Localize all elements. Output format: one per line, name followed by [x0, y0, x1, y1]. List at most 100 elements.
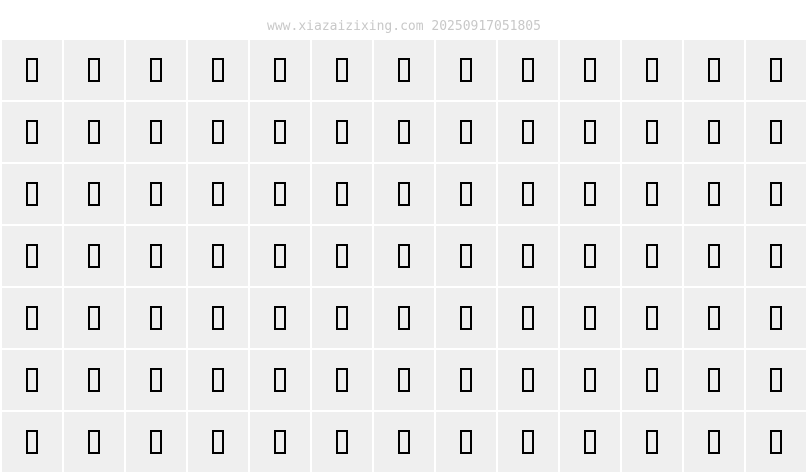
glyph-cell: [684, 288, 744, 348]
glyph-cell: [126, 40, 186, 100]
glyph-cell: [436, 412, 496, 472]
glyph-cell: [746, 226, 806, 286]
missing-glyph-box-icon: [398, 306, 410, 330]
glyph-cell: [188, 40, 248, 100]
missing-glyph-box-icon: [460, 368, 472, 392]
glyph-cell: [374, 412, 434, 472]
missing-glyph-box-icon: [398, 244, 410, 268]
missing-glyph-box-icon: [150, 182, 162, 206]
missing-glyph-box-icon: [150, 306, 162, 330]
glyph-cell: [250, 40, 310, 100]
glyph-cell: [746, 102, 806, 162]
glyph-cell: [684, 164, 744, 224]
missing-glyph-box-icon: [336, 430, 348, 454]
missing-glyph-box-icon: [770, 306, 782, 330]
glyph-cell: [312, 226, 372, 286]
missing-glyph-box-icon: [584, 306, 596, 330]
missing-glyph-box-icon: [522, 306, 534, 330]
missing-glyph-box-icon: [212, 368, 224, 392]
missing-glyph-box-icon: [398, 58, 410, 82]
missing-glyph-box-icon: [584, 120, 596, 144]
glyph-cell: [2, 164, 62, 224]
glyph-cell: [64, 412, 124, 472]
missing-glyph-box-icon: [26, 306, 38, 330]
glyph-cell: [64, 102, 124, 162]
glyph-cell: [64, 288, 124, 348]
missing-glyph-box-icon: [460, 182, 472, 206]
missing-glyph-box-icon: [336, 182, 348, 206]
glyph-cell: [622, 350, 682, 410]
missing-glyph-box-icon: [708, 306, 720, 330]
glyph-cell: [250, 102, 310, 162]
missing-glyph-box-icon: [336, 58, 348, 82]
glyph-cell: [2, 412, 62, 472]
missing-glyph-box-icon: [26, 182, 38, 206]
glyph-cell: [312, 288, 372, 348]
glyph-cell: [746, 412, 806, 472]
glyph-cell: [2, 288, 62, 348]
glyph-cell: [436, 164, 496, 224]
glyph-cell: [126, 102, 186, 162]
missing-glyph-box-icon: [646, 182, 658, 206]
missing-glyph-box-icon: [522, 58, 534, 82]
missing-glyph-box-icon: [584, 368, 596, 392]
missing-glyph-box-icon: [522, 120, 534, 144]
missing-glyph-box-icon: [212, 244, 224, 268]
glyph-cell: [188, 350, 248, 410]
missing-glyph-box-icon: [646, 244, 658, 268]
missing-glyph-box-icon: [646, 430, 658, 454]
glyph-cell: [498, 102, 558, 162]
glyph-cell: [188, 226, 248, 286]
glyph-cell: [498, 288, 558, 348]
glyph-grid: [2, 40, 806, 472]
glyph-cell: [250, 412, 310, 472]
glyph-cell: [374, 40, 434, 100]
glyph-cell: [498, 40, 558, 100]
glyph-cell: [436, 102, 496, 162]
missing-glyph-box-icon: [770, 244, 782, 268]
missing-glyph-box-icon: [212, 58, 224, 82]
missing-glyph-box-icon: [522, 182, 534, 206]
glyph-cell: [560, 226, 620, 286]
glyph-cell: [312, 102, 372, 162]
missing-glyph-box-icon: [212, 182, 224, 206]
glyph-cell: [188, 288, 248, 348]
missing-glyph-box-icon: [88, 58, 100, 82]
missing-glyph-box-icon: [88, 368, 100, 392]
glyph-cell: [622, 164, 682, 224]
glyph-cell: [126, 412, 186, 472]
glyph-cell: [560, 288, 620, 348]
missing-glyph-box-icon: [26, 368, 38, 392]
glyph-cell: [684, 102, 744, 162]
glyph-cell: [498, 164, 558, 224]
glyph-cell: [622, 412, 682, 472]
missing-glyph-box-icon: [88, 182, 100, 206]
missing-glyph-box-icon: [708, 368, 720, 392]
missing-glyph-box-icon: [770, 368, 782, 392]
missing-glyph-box-icon: [584, 58, 596, 82]
glyph-cell: [188, 164, 248, 224]
glyph-cell: [188, 412, 248, 472]
missing-glyph-box-icon: [274, 306, 286, 330]
glyph-cell: [498, 226, 558, 286]
glyph-cell: [498, 412, 558, 472]
missing-glyph-box-icon: [398, 430, 410, 454]
missing-glyph-box-icon: [708, 244, 720, 268]
missing-glyph-box-icon: [274, 58, 286, 82]
glyph-cell: [684, 412, 744, 472]
missing-glyph-box-icon: [26, 120, 38, 144]
missing-glyph-box-icon: [336, 368, 348, 392]
glyph-cell: [374, 288, 434, 348]
glyph-cell: [126, 350, 186, 410]
glyph-cell: [622, 102, 682, 162]
glyph-cell: [312, 164, 372, 224]
missing-glyph-box-icon: [708, 182, 720, 206]
glyph-cell: [374, 226, 434, 286]
missing-glyph-box-icon: [460, 306, 472, 330]
glyph-cell: [2, 102, 62, 162]
glyph-cell: [64, 40, 124, 100]
missing-glyph-box-icon: [522, 244, 534, 268]
missing-glyph-box-icon: [646, 120, 658, 144]
glyph-cell: [498, 350, 558, 410]
glyph-cell: [560, 412, 620, 472]
